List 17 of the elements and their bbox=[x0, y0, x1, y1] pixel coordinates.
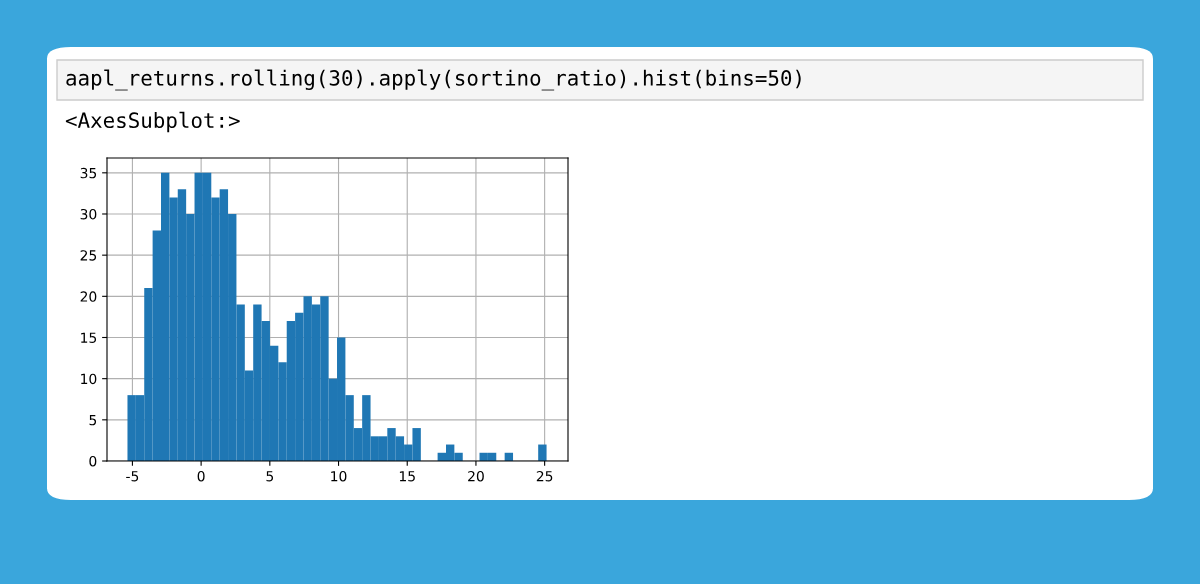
text: aapl_returns.rolling(30).apply(sortino_ratio).hist(bins=50) bbox=[66, 69, 801, 91]
x-tick-label: 0 bbox=[197, 470, 205, 482]
y-tick-label: 10 bbox=[81, 373, 97, 385]
x-tick-label: 25 bbox=[536, 470, 553, 482]
x-tick-label: 10 bbox=[331, 470, 347, 482]
text: <AxesSubplot:> bbox=[65, 111, 240, 133]
y-tick-label: 25 bbox=[80, 250, 97, 261]
x-tick-label: 15 bbox=[399, 471, 415, 482]
x-tick-label: 20 bbox=[468, 470, 484, 482]
y-tick-label: 20 bbox=[80, 291, 97, 302]
x-tick-label: 5 bbox=[266, 471, 274, 482]
y-tick-label: 30 bbox=[80, 208, 97, 220]
y-tick-label: 0 bbox=[89, 455, 97, 467]
y-tick-label: 5 bbox=[89, 414, 97, 426]
y-tick-label: 15 bbox=[81, 332, 97, 343]
x-tick-label: -5 bbox=[126, 471, 139, 482]
y-tick-label: 35 bbox=[80, 167, 97, 179]
